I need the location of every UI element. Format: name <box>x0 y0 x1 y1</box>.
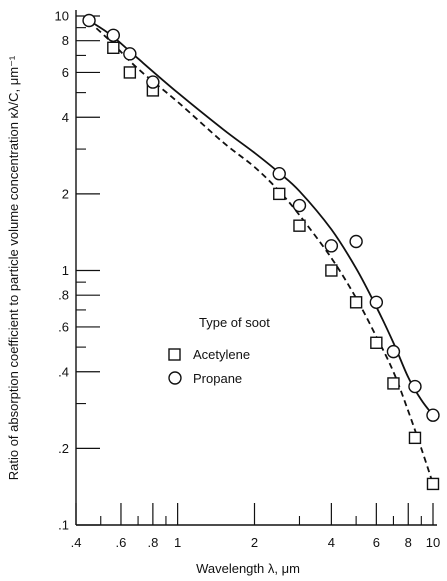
data-point-acetylene <box>426 477 440 491</box>
data-point-acetylene <box>349 296 363 309</box>
x-tick-label: 4 <box>328 535 335 550</box>
x-axis-label: Wavelength λ, μm <box>196 561 300 576</box>
data-point-acetylene <box>370 336 383 349</box>
axis-ticks: .1 .2 .4 .6 .8 1 2 4 6 8 10 .4 .6 .8 1 2 4 6 8 10 <box>55 9 441 551</box>
legend-title: Type of soot <box>199 315 270 330</box>
legend-marker-propane <box>168 371 182 385</box>
data-point-acetylene <box>293 219 306 232</box>
data-point-propane <box>324 239 339 253</box>
data-point-propane <box>146 75 160 89</box>
data-point-propane <box>386 344 401 359</box>
data-point-propane <box>349 234 363 249</box>
y-tick-label: 6 <box>62 65 69 80</box>
data-point-propane <box>426 408 440 422</box>
data-point-propane <box>408 379 422 394</box>
y-axis-label: Ratio of absorption coefficient to parti… <box>6 55 21 480</box>
y-tick-label: 1 <box>62 263 69 278</box>
x-tick-label: .8 <box>147 535 158 550</box>
y-tick-label: 4 <box>62 110 69 125</box>
data-point-propane <box>82 13 96 28</box>
x-tick-label: 1 <box>174 535 181 550</box>
data-point-acetylene <box>325 264 338 277</box>
axes-frame <box>75 10 437 526</box>
y-tick-label: .8 <box>58 288 69 303</box>
x-tick-label: 8 <box>405 535 412 550</box>
legend-marker-acetylene <box>168 348 181 361</box>
y-tick-label: .6 <box>58 319 69 334</box>
x-tick-label: 6 <box>373 535 380 550</box>
x-tick-label: 10 <box>426 535 440 550</box>
y-tick-label: .1 <box>58 518 69 533</box>
series-curves <box>88 19 434 485</box>
data-point-acetylene <box>408 431 422 445</box>
y-tick-label: 10 <box>55 9 69 24</box>
legend-label-acetylene: Acetylene <box>193 347 250 362</box>
x-tick-label: .4 <box>71 535 82 550</box>
data-point-propane <box>272 167 286 181</box>
y-tick-label: 8 <box>62 33 69 48</box>
series-line-propane <box>88 19 434 416</box>
x-tick-label: 2 <box>251 535 258 550</box>
legend: Type of soot Acetylene Propane <box>168 315 270 386</box>
series-line-acetylene <box>88 21 434 485</box>
data-point-propane <box>106 28 121 42</box>
data-point-propane <box>369 295 384 309</box>
series-points <box>82 13 440 491</box>
data-point-acetylene <box>387 377 400 390</box>
data-point-propane <box>123 47 137 61</box>
y-tick-label: .2 <box>58 441 69 456</box>
data-point-propane <box>292 198 307 213</box>
legend-label-propane: Propane <box>193 371 242 386</box>
x-tick-label: .6 <box>116 535 127 550</box>
y-tick-label: 2 <box>62 186 69 201</box>
data-point-acetylene <box>273 187 286 201</box>
data-point-acetylene <box>123 66 137 79</box>
data-point-acetylene <box>107 41 120 54</box>
y-tick-label: .4 <box>58 364 69 379</box>
